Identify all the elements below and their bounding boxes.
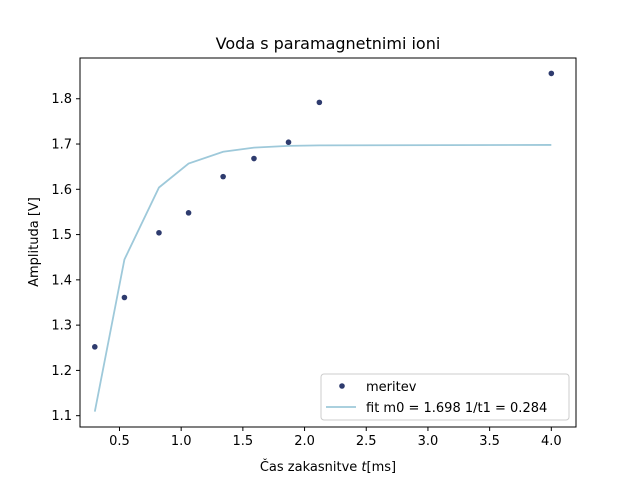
plot-frame: [79, 57, 577, 428]
x-tick-label: 1.5: [233, 434, 254, 449]
data-point: [92, 344, 98, 350]
x-tick-label: 4.0: [541, 434, 562, 449]
x-tick-label: 0.5: [109, 434, 130, 449]
legend-label-fit: fit m0 = 1.698 1/t1 = 0.284: [366, 401, 547, 416]
data-point: [251, 155, 257, 162]
fit-line: [93, 144, 552, 412]
data-point: [121, 294, 128, 301]
legend-box: [320, 373, 570, 421]
plot-area: [80, 58, 576, 427]
data-point: [316, 99, 323, 106]
y-tick-label: 1.3: [51, 319, 72, 334]
legend: meritev fit m0 = 1.698 1/t1 = 0.284: [320, 373, 570, 421]
x-tick-label: 3.0: [418, 434, 439, 449]
legend-marker-meritev: [339, 383, 345, 389]
y-tick-label: 1.1: [51, 409, 72, 424]
x-tick-label: 2.5: [356, 434, 377, 449]
y-tick-label: 1.2: [51, 364, 72, 379]
x-axis-label-prefix: Čas zakasnitve: [260, 459, 362, 475]
y-tick-label: 1.4: [51, 273, 72, 288]
chart-title: Voda s paramagnetnimi ioni: [216, 34, 441, 53]
y-tick-label: 1.8: [51, 92, 72, 107]
y-tick-label: 1.5: [51, 228, 72, 243]
x-tick-label: 1.0: [171, 434, 192, 449]
legend-label-meritev: meritev: [366, 380, 417, 395]
x-tick-label: 3.5: [479, 434, 500, 449]
x-axis-label: Čas zakasnitve t[ms]: [260, 459, 396, 475]
series-layer: [92, 70, 555, 412]
x-axis-label-unit: [ms]: [367, 460, 397, 475]
y-axis-label: Amplituda [V]: [27, 197, 42, 287]
data-point: [548, 70, 555, 77]
data-point: [220, 173, 226, 180]
data-point: [285, 139, 292, 146]
y-tick-label: 1.6: [51, 183, 72, 198]
x-tick-label: 2.0: [294, 434, 315, 449]
y-axis-ticks: 1.1 1.2 1.3 1.4 1.5 1.6 1.7 1.8: [51, 92, 80, 424]
x-axis-ticks: 0.5 1.0 1.5 2.0 2.5 3.0 3.5 4.0: [109, 427, 562, 449]
x-axis-label-variable: t: [361, 460, 367, 475]
data-point: [156, 229, 162, 236]
y-tick-label: 1.7: [51, 138, 72, 153]
data-point: [185, 210, 192, 216]
